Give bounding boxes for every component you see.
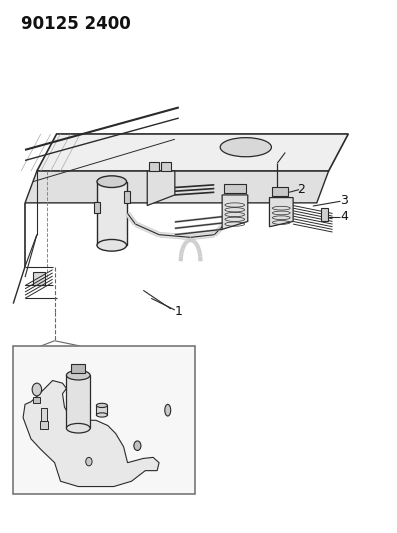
Bar xyxy=(123,191,129,203)
Ellipse shape xyxy=(220,138,272,157)
Bar xyxy=(41,408,47,421)
Bar xyxy=(71,364,85,373)
Polygon shape xyxy=(25,171,329,203)
Ellipse shape xyxy=(97,239,127,251)
Bar xyxy=(272,188,288,196)
Ellipse shape xyxy=(32,383,42,396)
Bar xyxy=(33,397,40,403)
Polygon shape xyxy=(222,195,248,229)
Ellipse shape xyxy=(97,176,127,188)
Text: 8: 8 xyxy=(94,481,102,494)
Text: 9: 9 xyxy=(80,366,88,379)
Text: 90125 2400: 90125 2400 xyxy=(21,14,131,33)
Polygon shape xyxy=(270,198,293,227)
Text: 6: 6 xyxy=(118,369,125,382)
Bar xyxy=(40,421,48,429)
Text: 7: 7 xyxy=(149,427,157,440)
Polygon shape xyxy=(37,134,348,171)
Ellipse shape xyxy=(165,405,171,416)
Bar xyxy=(33,272,45,285)
Text: 4: 4 xyxy=(340,209,348,223)
Ellipse shape xyxy=(66,423,90,433)
Text: 5: 5 xyxy=(24,369,32,382)
Polygon shape xyxy=(23,381,159,487)
Text: 2: 2 xyxy=(297,183,305,196)
Bar xyxy=(149,161,159,171)
Ellipse shape xyxy=(134,441,141,450)
Polygon shape xyxy=(66,375,90,428)
Bar xyxy=(224,184,246,193)
Ellipse shape xyxy=(96,413,108,417)
Text: 1: 1 xyxy=(175,305,183,318)
Bar xyxy=(94,202,100,214)
Text: 3: 3 xyxy=(340,193,348,207)
Ellipse shape xyxy=(96,403,108,408)
Bar xyxy=(321,208,328,221)
Ellipse shape xyxy=(86,457,92,466)
Bar xyxy=(13,346,195,495)
Ellipse shape xyxy=(66,370,90,380)
Polygon shape xyxy=(96,406,108,415)
Bar xyxy=(161,161,171,171)
Polygon shape xyxy=(147,171,175,206)
Polygon shape xyxy=(97,182,127,245)
